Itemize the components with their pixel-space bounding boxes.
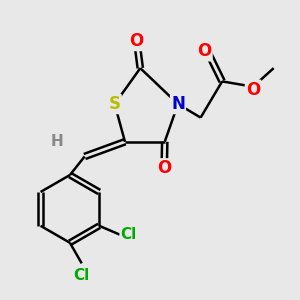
- Text: N: N: [171, 95, 185, 113]
- Text: O: O: [130, 32, 144, 50]
- Text: H: H: [51, 134, 64, 149]
- Text: S: S: [109, 95, 121, 113]
- Text: O: O: [197, 42, 212, 60]
- Text: Cl: Cl: [74, 268, 90, 283]
- Text: Cl: Cl: [121, 227, 137, 242]
- Text: O: O: [246, 81, 260, 99]
- Text: O: O: [157, 159, 171, 177]
